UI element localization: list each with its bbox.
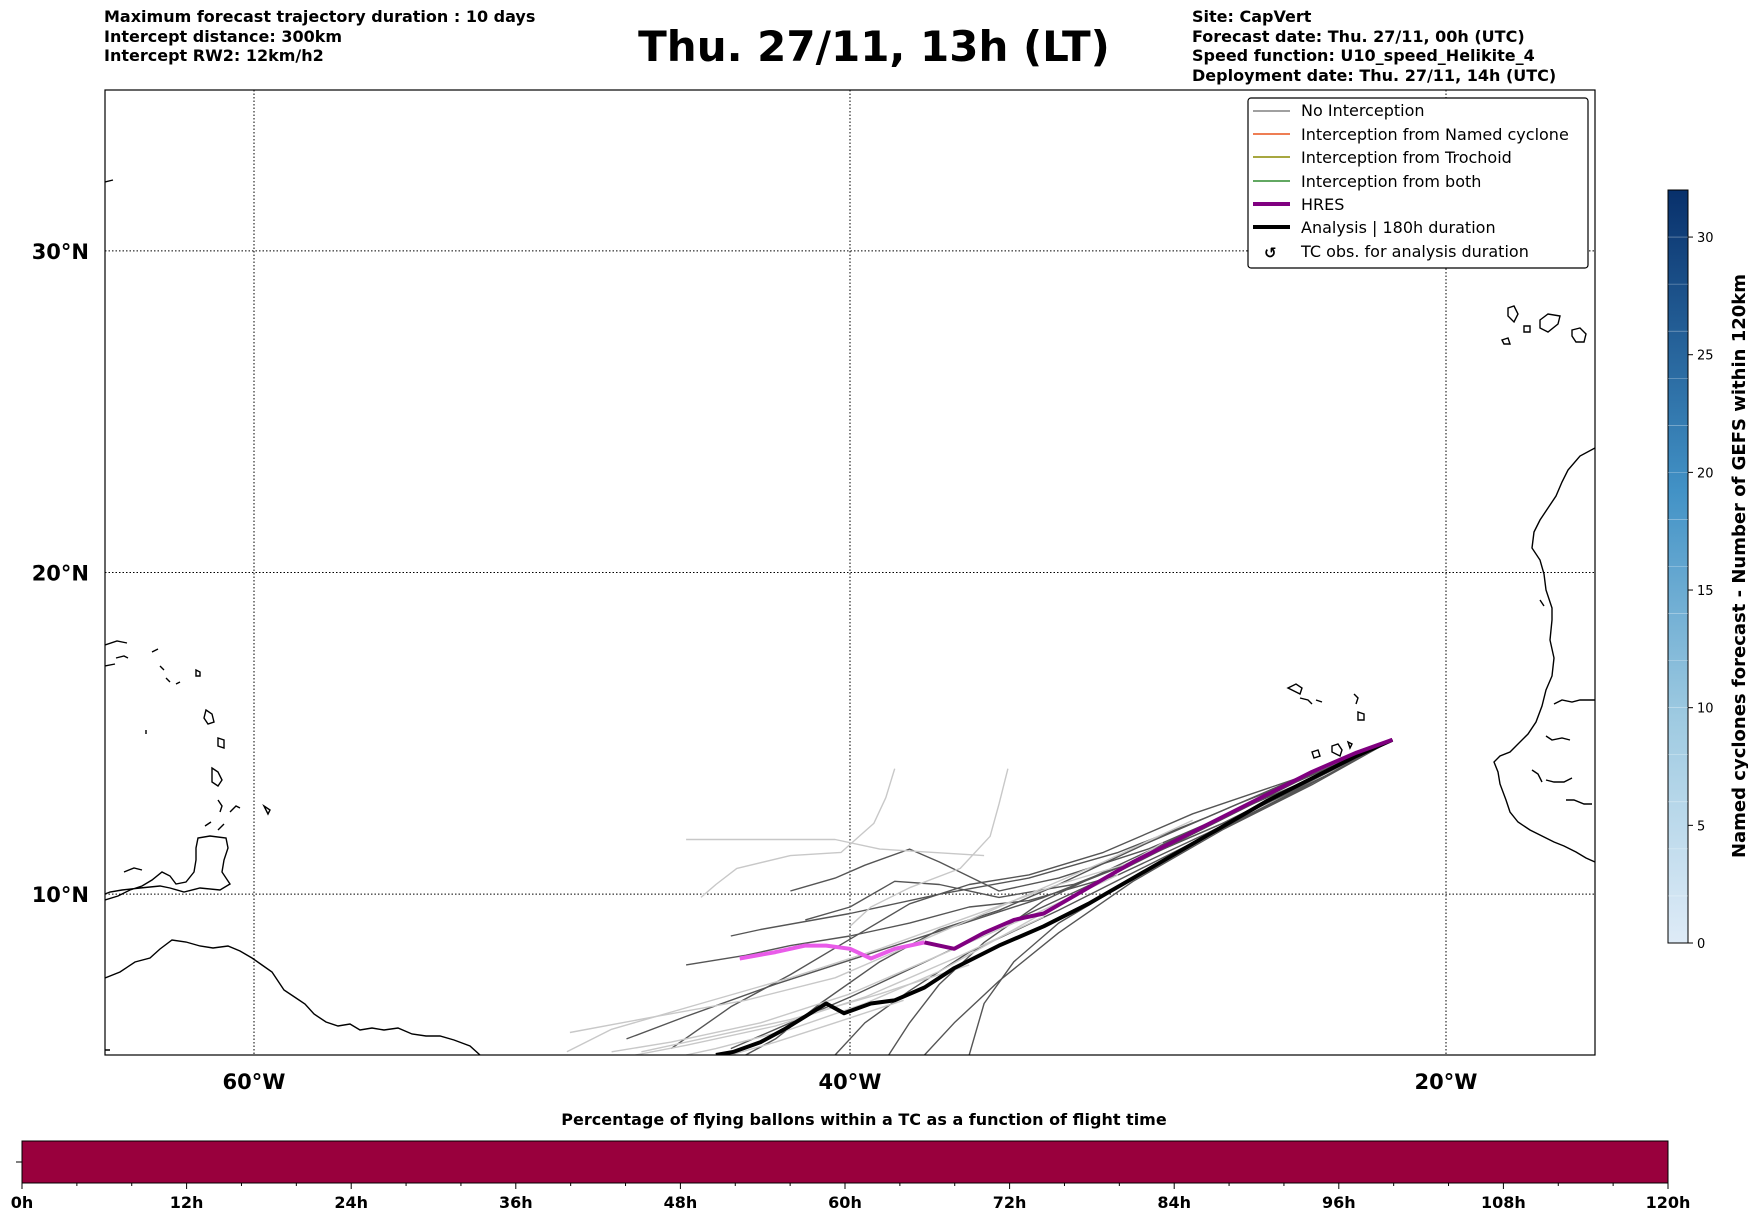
chart-title: Thu. 27/11, 13h (LT)	[638, 22, 1110, 71]
flight-time-tick-label: 84h	[1157, 1193, 1191, 1212]
flight-time-tick-label: 36h	[499, 1193, 533, 1212]
flight-time-tick-label: 72h	[993, 1193, 1027, 1212]
flight-time-bar: Percentage of flying ballons within a TC…	[11, 1110, 1691, 1212]
header-left-info: Maximum forecast trajectory duration : 1…	[104, 7, 535, 66]
flight-time-tick-label: 120h	[1646, 1193, 1691, 1212]
caribbean-islands	[105, 179, 147, 734]
map-frame	[104, 89, 1596, 1056]
colorbar-tick-label: 25	[1697, 349, 1714, 364]
flight-time-tick-label: 96h	[1322, 1193, 1356, 1212]
ensemble-trajectory-late	[686, 838, 985, 857]
flight-time-bar-fill	[21, 1140, 1669, 1184]
header-left-line: Maximum forecast trajectory duration : 1…	[104, 7, 536, 26]
flight-time-tick-label: 0h	[11, 1193, 34, 1212]
ensemble-trajectory-late	[849, 768, 1009, 927]
lat-tick-label: 10°N	[32, 883, 89, 907]
colorbar: 0 5 10 15 20 25 30 Named cyclones forecast - N…	[1667, 189, 1748, 952]
header-right-line: Site: CapVert	[1192, 7, 1312, 26]
legend-label: TC obs. for analysis duration	[1300, 242, 1529, 261]
legend-label: HRES	[1301, 195, 1344, 214]
legend-label: No Interception	[1301, 101, 1425, 120]
legend: No Interception Interception from Named …	[1247, 97, 1589, 269]
tc-obs-icon: ↺	[1264, 244, 1277, 262]
lon-tick-label: 40°W	[819, 1070, 882, 1094]
lat-tick-label: 20°N	[32, 562, 89, 586]
ensemble-trajectory-late	[566, 861, 1134, 1053]
header-left-line: Intercept RW2: 12km/h2	[104, 46, 324, 65]
header-right-line: Deployment date: Thu. 27/11, 14h (UTC)	[1192, 65, 1557, 85]
legend-label: Interception from both	[1301, 172, 1481, 191]
ensemble-trajectory-late	[569, 819, 1193, 1034]
south-america-coastline	[105, 939, 481, 1055]
lon-tick-label: 60°W	[223, 1070, 286, 1094]
cape-verde-islands	[1286, 683, 1365, 759]
header-right-line: Speed function: U10_speed_Helikite_4	[1192, 46, 1535, 65]
colorbar-label: Named cyclones forecast - Number of GEFS…	[1729, 274, 1748, 858]
lat-tick-label: 30°N	[32, 240, 89, 264]
legend-label: Interception from Named cyclone	[1301, 125, 1569, 144]
analysis-trajectory	[715, 737, 1394, 1055]
colorbar-tick-label: 5	[1697, 819, 1705, 834]
africa-coastline	[1531, 599, 1595, 805]
flight-time-tick-label: 24h	[334, 1193, 368, 1212]
flight-time-tick-label: 60h	[828, 1193, 862, 1212]
caribbean-islands	[105, 640, 271, 1051]
legend-box	[1247, 97, 1589, 269]
ensemble-trajectory	[790, 739, 1393, 892]
flight-time-bar-title: Percentage of flying ballons within a TC…	[561, 1110, 1167, 1129]
map-tick-labels: 60°W 40°W 20°W 30°N 20°N 10°N	[32, 240, 1478, 1094]
hres-trajectory	[924, 737, 1394, 951]
flight-time-tick-label: 12h	[170, 1193, 204, 1212]
colorbar-tick-label: 0	[1697, 937, 1705, 952]
ensemble-trajectory-late	[730, 999, 904, 1055]
lon-tick-label: 20°W	[1415, 1070, 1478, 1094]
south-america-coastline	[105, 835, 231, 901]
ensemble-trajectory	[923, 739, 1393, 1055]
ensemble-trajectory	[730, 739, 1393, 937]
flight-time-tick-label: 108h	[1481, 1193, 1526, 1212]
flight-time-tick-label: 48h	[664, 1193, 698, 1212]
trajectory-lines	[566, 737, 1394, 1055]
canary-islands	[1501, 305, 1587, 345]
colorbar-tick-label: 20	[1697, 466, 1714, 481]
ensemble-trajectory	[834, 739, 1393, 1055]
header-left-line: Intercept distance: 300km	[104, 26, 343, 46]
hres-trajectory-late	[739, 940, 925, 961]
coastlines	[105, 179, 1595, 1055]
legend-label: Interception from Trochoid	[1301, 148, 1512, 167]
header-right-line: Forecast date: Thu. 27/11, 00h (UTC)	[1192, 26, 1525, 46]
legend-label: Analysis | 180h duration	[1301, 218, 1496, 237]
colorbar-tick-label: 10	[1697, 702, 1714, 717]
flight-time-bar-ticks: 0h 12h 24h 36h 48h 60h 72h 84h 96h 108h 120h	[11, 1183, 1691, 1212]
colorbar-tick-label: 15	[1697, 584, 1714, 599]
header-right-info: Site: CapVert Forecast date: Thu. 27/11,…	[1192, 7, 1556, 85]
colorbar-bands	[1668, 236, 1688, 897]
africa-coastline	[1493, 447, 1595, 863]
colorbar-tick-label: 30	[1697, 231, 1714, 246]
colorbar-ticks: 0 5 10 15 20 25 30	[1688, 231, 1714, 952]
ensemble-trajectory-late	[700, 768, 896, 898]
